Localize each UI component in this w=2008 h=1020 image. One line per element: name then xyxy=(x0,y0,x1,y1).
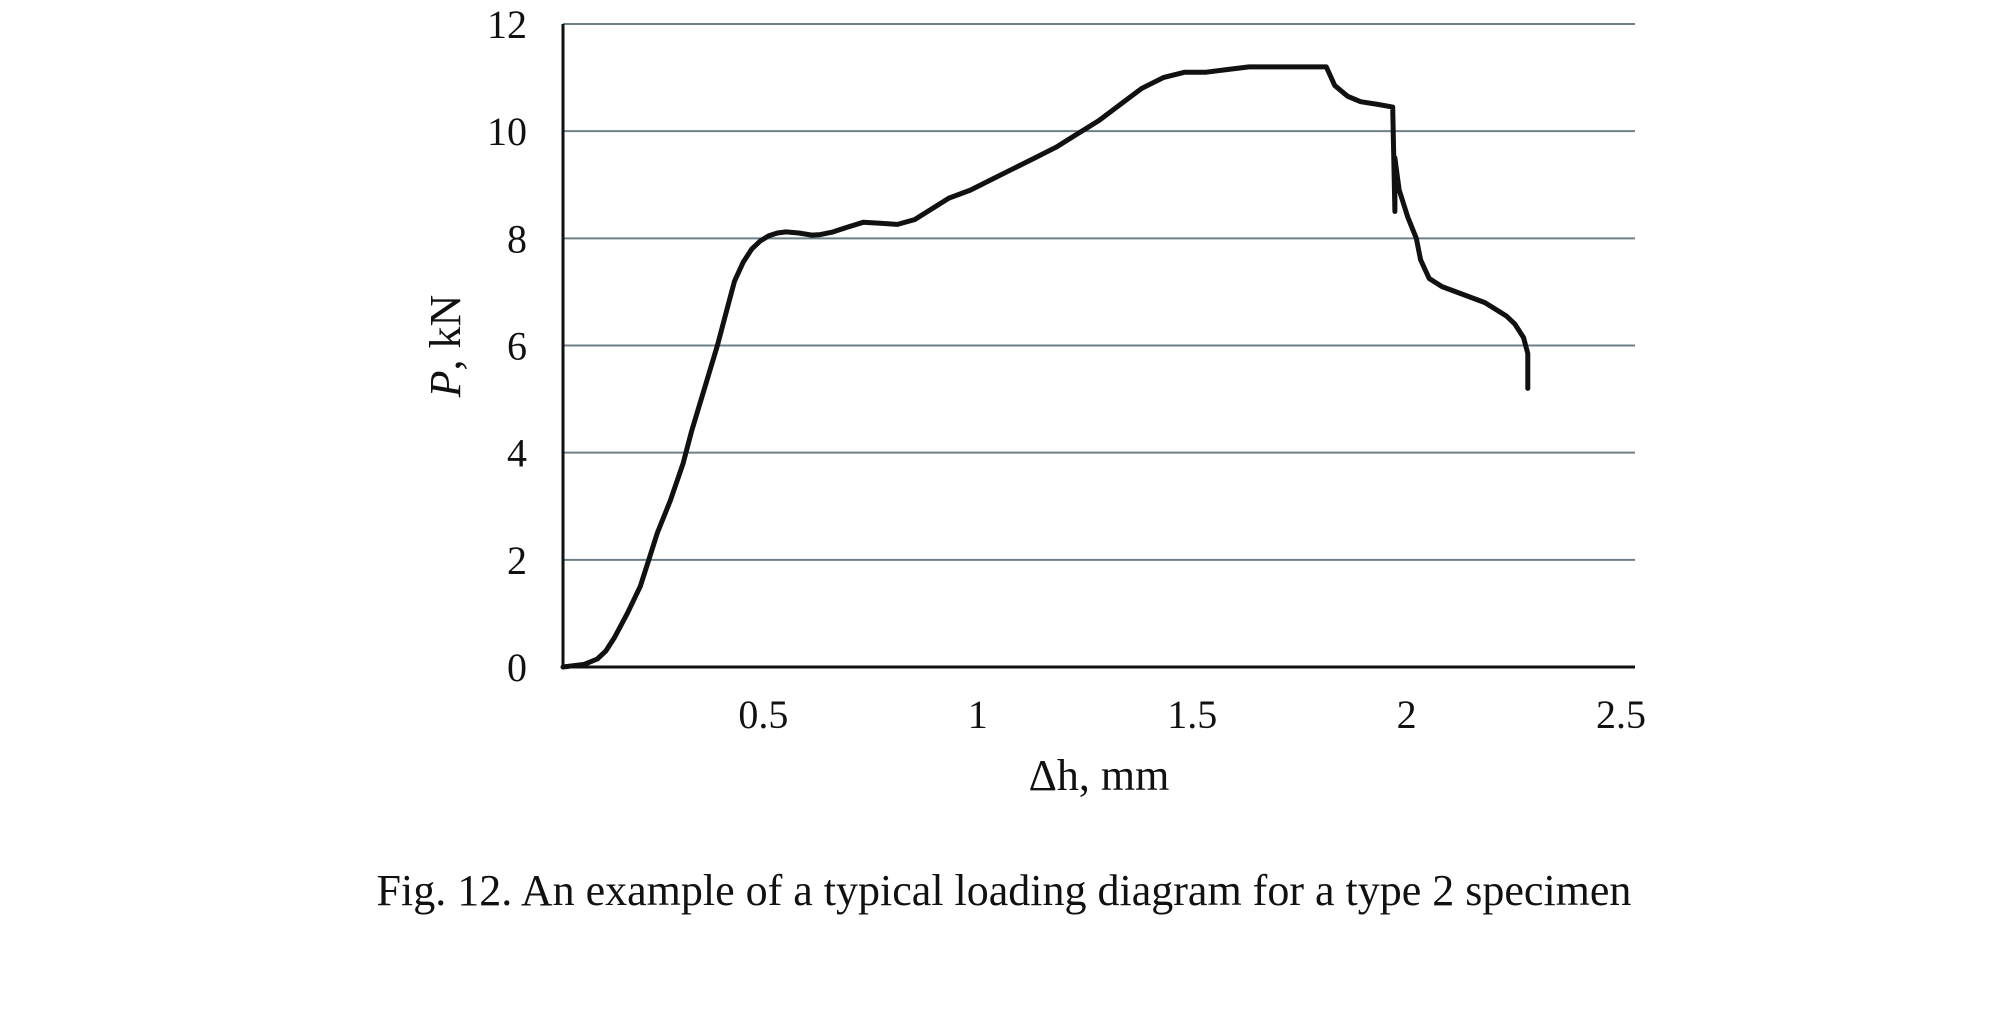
y-tick-label: 2 xyxy=(507,538,527,583)
y-axis-symbol: P xyxy=(421,370,470,398)
x-tick-label: 2 xyxy=(1397,692,1417,737)
gridlines xyxy=(563,23,1635,561)
y-tick-label: 6 xyxy=(507,324,527,369)
y-tick-label: 10 xyxy=(487,109,527,154)
x-tick-label: 0.5 xyxy=(738,692,788,737)
y-tick-label: 8 xyxy=(507,216,527,261)
load-displacement-curve xyxy=(560,64,1531,670)
figure-caption: Fig. 12. An example of a typical loading… xyxy=(377,866,1632,915)
y-tick-labels: 0 2 4 6 8 10 12 xyxy=(487,2,527,690)
y-axis-title: P, kN xyxy=(421,295,470,399)
x-tick-label: 1 xyxy=(968,692,988,737)
x-tick-labels: 0.5 1 1.5 2 2.5 xyxy=(738,692,1646,737)
y-tick-label: 0 xyxy=(507,645,527,690)
axes xyxy=(561,24,1635,669)
x-axis-title: Δh, mm xyxy=(1029,751,1170,800)
y-axis-unit: , kN xyxy=(421,295,470,371)
y-tick-label: 12 xyxy=(487,2,527,47)
x-tick-label: 2.5 xyxy=(1596,692,1646,737)
x-tick-label: 1.5 xyxy=(1167,692,1217,737)
y-tick-label: 4 xyxy=(507,431,527,476)
